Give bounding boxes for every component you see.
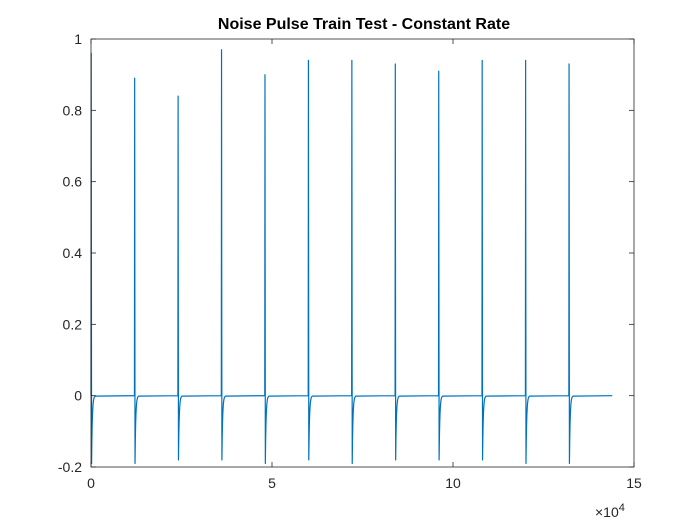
y-tick-label: 0.4 — [63, 245, 83, 261]
x-exponent-label: ×104 — [595, 502, 625, 520]
x-tick-label: 10 — [445, 475, 461, 491]
signal-series-line — [90, 49, 613, 465]
svg-text:×104: ×104 — [595, 502, 625, 520]
y-tick-label: 0 — [74, 388, 82, 404]
y-tick-label: 0.8 — [63, 102, 83, 118]
x-exponent-power: 4 — [619, 502, 625, 514]
y-tick-label: -0.2 — [58, 459, 82, 475]
x-tick-label: 0 — [87, 475, 95, 491]
y-tick-label: 0.6 — [63, 174, 83, 190]
y-tick-label: 0.2 — [63, 316, 83, 332]
x-tick-label: 5 — [268, 475, 276, 491]
x-exponent-prefix: ×10 — [595, 504, 619, 520]
chart-title: Noise Pulse Train Test - Constant Rate — [218, 16, 510, 33]
plot-area — [90, 49, 613, 465]
x-tick-label: 15 — [626, 475, 642, 491]
y-tick-label: 1 — [74, 31, 82, 47]
axes: 0 5 10 15 -0.2 0 0.2 0.4 0.6 0.8 1 — [58, 31, 642, 491]
